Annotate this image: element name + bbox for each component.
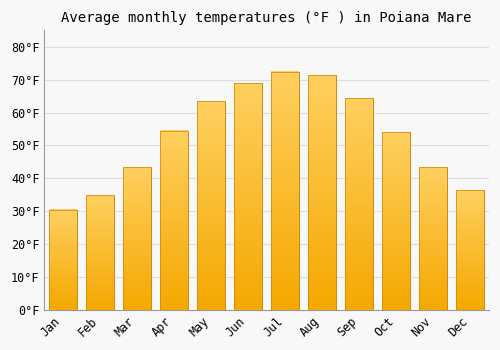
Bar [197, 101, 225, 310]
Bar [420, 167, 447, 310]
Bar [346, 98, 373, 310]
Bar [123, 167, 151, 310]
Bar [197, 101, 225, 310]
Bar [308, 75, 336, 310]
Bar [308, 75, 336, 310]
Bar [272, 71, 299, 310]
Bar [456, 190, 484, 310]
Bar [456, 190, 484, 310]
Bar [123, 167, 151, 310]
Bar [272, 71, 299, 310]
Bar [160, 131, 188, 310]
Bar [49, 210, 77, 310]
Bar [382, 132, 410, 310]
Bar [346, 98, 373, 310]
Bar [86, 195, 114, 310]
Bar [160, 131, 188, 310]
Bar [234, 83, 262, 310]
Bar [234, 83, 262, 310]
Bar [86, 195, 114, 310]
Bar [382, 132, 410, 310]
Title: Average monthly temperatures (°F ) in Poiana Mare: Average monthly temperatures (°F ) in Po… [62, 11, 472, 25]
Bar [420, 167, 447, 310]
Bar [49, 210, 77, 310]
